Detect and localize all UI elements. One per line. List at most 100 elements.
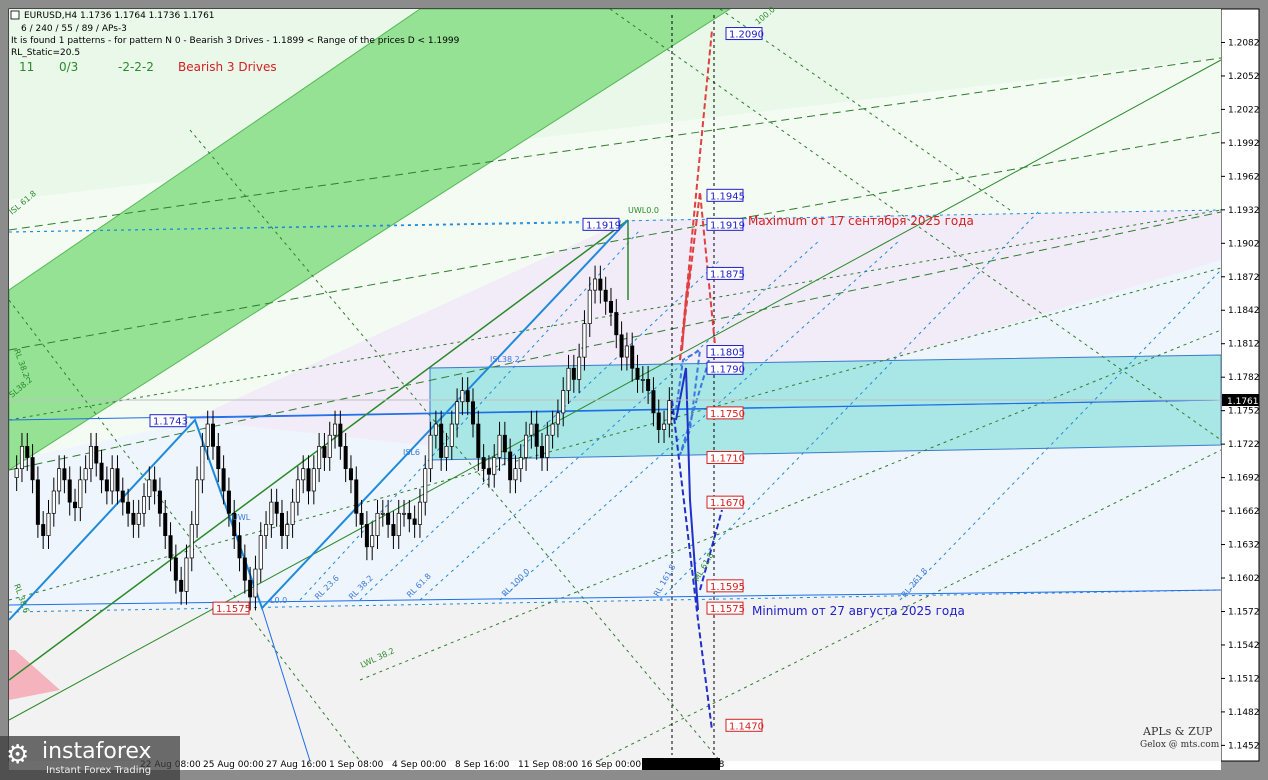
candle-body: [104, 479, 109, 492]
candle-body: [439, 423, 444, 458]
header-pattern-name: Bearish 3 Drives: [178, 60, 277, 74]
y-tick-label: 1.1722: [1228, 440, 1260, 450]
price-label-box: [706, 217, 744, 231]
candle-body: [571, 367, 576, 380]
candle-body: [449, 423, 454, 447]
candle-body: [343, 446, 348, 470]
header-line1: EURUSD,H4 1.1736 1.1764 1.1736 1.1761: [24, 11, 215, 21]
candle-body: [327, 434, 332, 458]
candle-body: [120, 490, 125, 503]
candle-body: [285, 524, 290, 536]
candle-body: [189, 524, 194, 559]
candle-body: [301, 468, 306, 481]
x-tick-label: 8 Sep 16:00: [455, 760, 510, 770]
price-label-text: 1.1805: [710, 348, 745, 359]
header-stat2: 0/3: [59, 60, 78, 74]
price-label-text: 1.2090: [729, 30, 764, 41]
x-tick-label: 25 Aug 00:00: [203, 760, 264, 770]
candle-body: [481, 457, 486, 470]
y-tick-label: 1.2052: [1228, 72, 1260, 82]
candle-body: [539, 446, 544, 458]
green-channel: [9, 9, 731, 471]
header-line4: RL_Static=20.5: [11, 48, 80, 58]
header-icon: [10, 10, 20, 20]
candle-body: [322, 446, 327, 458]
candle-body: [78, 479, 83, 509]
y-tick-label: 1.1482: [1228, 708, 1260, 718]
candle-body: [147, 479, 152, 497]
candle-body: [598, 278, 603, 291]
signature-2: Gelox @ mts.com: [1140, 740, 1220, 750]
price-label-box: [725, 27, 763, 41]
header-stat3: -2-2-2: [118, 60, 154, 74]
price-label-text: 1.1595: [710, 582, 745, 593]
fib-label-isl6: ISL6: [403, 448, 420, 457]
candle-body: [619, 334, 624, 358]
candle-body: [518, 457, 523, 470]
candle-body: [593, 278, 598, 291]
x-tick-label: 11 Sep 08:00: [518, 760, 578, 770]
candle-body: [173, 557, 178, 581]
drawing-layer: [9, 9, 1221, 761]
candle-body: [88, 446, 93, 470]
candle-body: [226, 490, 231, 514]
candle-body: [662, 423, 667, 430]
candle-body: [216, 446, 221, 470]
candle-body: [417, 501, 422, 525]
candle-body: [110, 468, 115, 492]
price-label-text: 1.1470: [729, 721, 764, 732]
fib-label-l00: L0.0: [270, 596, 287, 605]
candle-body: [651, 390, 656, 414]
price-label-text: 1.1575: [710, 604, 745, 615]
y-tick-label: 1.1632: [1228, 541, 1260, 551]
x-tick-label: 27 Aug 16:00: [266, 760, 327, 770]
x-tick-label-current: 2025.09.19 16:58: [644, 760, 725, 770]
price-label-text: 1.1919: [586, 220, 621, 231]
price-label-box: [725, 718, 763, 732]
y-tick-label: 1.1452: [1228, 741, 1260, 751]
blue-projection-short: [699, 509, 723, 591]
candle-body: [354, 479, 359, 514]
candle-body: [444, 446, 449, 458]
price-label-text: 1.1945: [710, 191, 745, 202]
watermark-sub: Instant Forex Trading: [46, 765, 152, 776]
current-price-text: 1.1761: [1227, 397, 1259, 407]
current-price-marker: [1222, 394, 1259, 406]
candle-body: [635, 367, 640, 380]
fib-label-isl382: ISL38.2: [490, 355, 520, 364]
y-tick-label: 1.1962: [1228, 172, 1260, 182]
y-axis-ticks: 1.2082 1.2052 1.2022 1.1992 1.1962 1.1932 1.19…: [1221, 38, 1260, 751]
y-tick-label: 1.1902: [1228, 239, 1260, 249]
candle-body: [587, 289, 592, 324]
candle-body: [566, 367, 571, 391]
candle-body: [412, 518, 417, 525]
candle-body: [333, 423, 338, 436]
candle-body: [380, 512, 385, 515]
candle-body: [83, 468, 88, 481]
candle-body: [168, 535, 173, 559]
blue-projection-down: [671, 399, 713, 731]
x-tick-label: 1 Sep 08:00: [329, 760, 384, 770]
candle-body: [476, 423, 481, 458]
candle-body: [396, 512, 401, 536]
candle-body: [460, 390, 465, 403]
candle-body: [237, 535, 242, 559]
candle-body: [614, 312, 619, 336]
candle-body: [550, 423, 555, 436]
candle-body: [561, 390, 566, 414]
candle-body: [311, 468, 316, 492]
candle-body: [433, 423, 438, 436]
candle-body: [51, 490, 56, 514]
pink-triangle: [9, 650, 60, 700]
candle-body: [14, 468, 19, 478]
candle-body: [35, 479, 40, 525]
x-tick-label: 4 Sep 00:00: [392, 760, 447, 770]
price-label-text: 1.1710: [710, 454, 745, 465]
candle-body: [142, 496, 147, 514]
instaforex-watermark[interactable]: ⚙ instaforex Instant Forex Trading: [0, 736, 180, 780]
price-label-text: 1.1750: [710, 409, 745, 420]
candle-body: [264, 524, 269, 536]
price-label-text: 1.1875: [710, 269, 745, 280]
